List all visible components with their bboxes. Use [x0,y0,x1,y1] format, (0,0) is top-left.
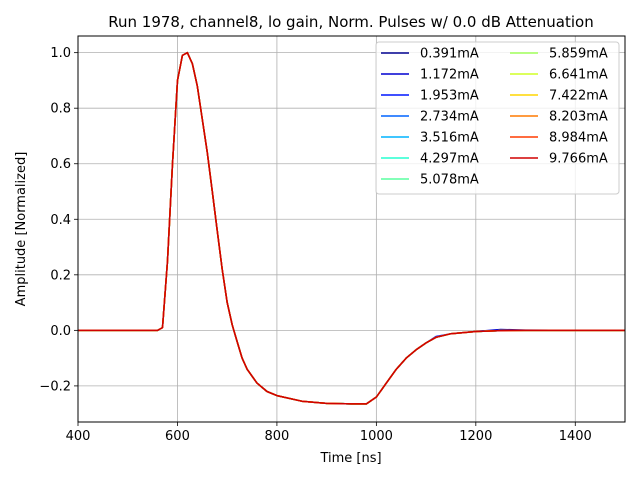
y-tick-label: 0.0 [50,324,71,339]
x-tick-label: 400 [66,429,91,444]
legend-label: 1.172mA [420,68,479,83]
x-tick-label: 1000 [360,429,393,444]
y-tick-label: −0.2 [39,379,71,394]
legend-label: 0.391mA [420,47,479,62]
y-tick-label: 0.2 [50,268,71,283]
x-axis-label: Time [ns] [319,451,381,466]
legend-box [375,41,620,195]
legend-label: 3.516mA [420,131,479,146]
chart-title: Run 1978, channel8, lo gain, Norm. Pulse… [108,13,593,31]
series-lines [78,51,625,405]
legend-label: 9.766mA [549,152,608,167]
y-tick-label: 1.0 [50,46,71,61]
legend-label: 7.422mA [549,89,608,104]
series-line-13 [78,51,625,405]
y-tick-label: 0.8 [50,102,71,117]
legend-label: 8.984mA [549,131,608,146]
plot-frame [77,35,626,423]
legend-label: 8.203mA [549,110,608,125]
legend-label: 6.641mA [549,68,608,83]
legend-label: 2.734mA [420,110,479,125]
legend-label: 1.953mA [420,89,479,104]
legend-label: 5.078mA [420,173,479,188]
y-tick-label: 0.6 [50,157,71,172]
x-tick-label: 1400 [559,429,592,444]
legend-label: 4.297mA [420,152,479,167]
axis-ticks: 400 600 800 1000 1200 1400 −0.2 0.0 0.2 0.4 0.6 0.8… [39,46,591,444]
legend-label: 5.859mA [549,47,608,62]
legend: 0.391mA 1.172mA 1.953mA 2.734mA 3.516mA 4.297… [375,41,620,195]
y-axis-label: Amplitude [Normalized] [14,152,29,307]
x-tick-label: 600 [165,429,190,444]
x-tick-label: 800 [264,429,289,444]
y-tick-label: 0.4 [50,213,71,228]
x-tick-label: 1200 [459,429,492,444]
